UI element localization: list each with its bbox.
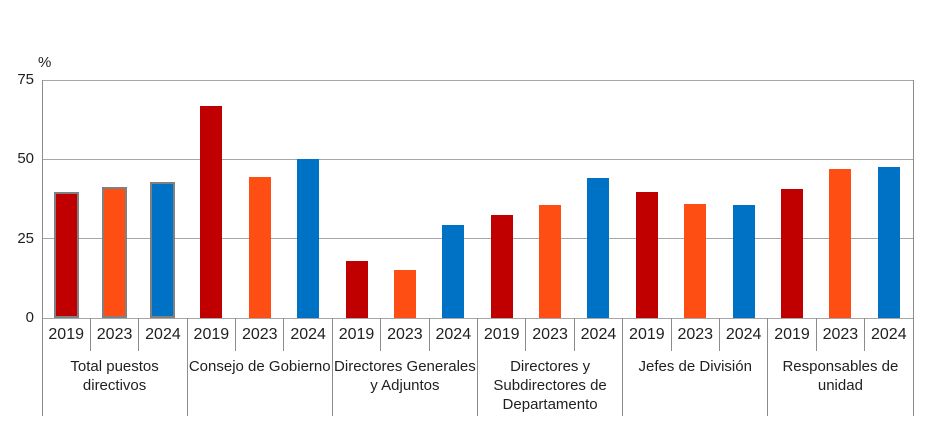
year-separator xyxy=(428,318,430,351)
bar-2023 xyxy=(684,204,707,318)
bar-2023 xyxy=(829,168,852,318)
year-separator xyxy=(864,318,866,351)
year-label: 2023 xyxy=(387,326,423,343)
y-tick-label: 0 xyxy=(25,309,34,326)
group-separator xyxy=(186,318,188,416)
year-separator xyxy=(283,318,285,351)
year-label: 2019 xyxy=(483,326,520,343)
group-label: Responsables de unidad xyxy=(768,357,913,395)
group-label: Total puestos directivos xyxy=(42,357,187,395)
bar-2023 xyxy=(539,205,562,318)
bar-2023 xyxy=(102,186,128,318)
group-label-line: y Adjuntos xyxy=(370,377,440,394)
group-label-line: directivos xyxy=(82,377,147,394)
year-separator xyxy=(525,318,527,351)
bar-2019 xyxy=(200,106,223,318)
bar-2024 xyxy=(442,225,465,318)
bar-2024 xyxy=(732,205,755,318)
group-separator xyxy=(622,318,624,416)
group-label-line: Subdirectores de xyxy=(493,377,607,394)
year-label: 2024 xyxy=(435,326,472,343)
year-label: 2024 xyxy=(580,326,617,343)
bar-2019 xyxy=(53,192,79,318)
year-label: 2019 xyxy=(774,326,810,343)
year-separator xyxy=(573,318,575,351)
y-tick-label: 25 xyxy=(17,229,34,247)
year-label: 2023 xyxy=(822,326,859,343)
group-separator xyxy=(331,318,333,416)
group-label-line: Departamento xyxy=(502,396,598,413)
group-separator xyxy=(767,318,769,416)
year-separator xyxy=(89,318,91,351)
year-label: 2024 xyxy=(725,326,762,343)
bar-2024 xyxy=(587,178,610,318)
group-label-line: Responsables de xyxy=(782,358,899,375)
year-separator xyxy=(380,318,382,351)
bar-2024 xyxy=(150,182,176,318)
bar-2023 xyxy=(393,270,416,318)
gridline xyxy=(42,79,913,81)
group-separator xyxy=(477,318,478,416)
bar-2024 xyxy=(297,159,320,318)
bar-2019 xyxy=(635,192,658,318)
year-label: 2023 xyxy=(677,326,714,343)
group-label-line: Consejo de Gobierno xyxy=(188,358,331,375)
y-axis-line xyxy=(41,80,43,416)
bar-2019 xyxy=(781,189,804,318)
plot-right-border xyxy=(912,80,914,416)
group-label: Jefes de División xyxy=(623,357,768,376)
group-label-line: Total puestos xyxy=(70,358,159,375)
year-separator xyxy=(815,318,817,351)
year-separator xyxy=(718,318,720,351)
year-label: 2023 xyxy=(532,326,568,343)
bar-2023 xyxy=(248,177,271,318)
year-label: 2024 xyxy=(290,326,326,343)
group-label-line: Directores Generales xyxy=(334,358,476,375)
group-label: Directores y Subdirectores de Departamento xyxy=(478,357,623,414)
year-separator xyxy=(138,318,140,351)
gridline xyxy=(42,238,913,240)
year-label: 2019 xyxy=(338,326,375,343)
y-axis-unit-label: % xyxy=(38,54,52,71)
group-label-line: Directores y xyxy=(510,358,591,375)
bar-2019 xyxy=(490,214,513,318)
year-label: 2019 xyxy=(629,326,665,343)
year-separator xyxy=(670,318,672,351)
year-label: 2024 xyxy=(871,326,907,343)
group-label: Directores Generales y Adjuntos xyxy=(332,357,477,395)
group-label-line: unidad xyxy=(817,377,863,394)
group-label-line: Jefes de División xyxy=(638,358,752,375)
bar-2019 xyxy=(345,260,368,318)
y-tick-label: 50 xyxy=(17,150,34,168)
year-label: 2019 xyxy=(48,326,84,343)
group-label: Consejo de Gobierno xyxy=(187,357,332,376)
year-label: 2023 xyxy=(241,326,278,343)
year-separator xyxy=(235,318,237,351)
gridline xyxy=(42,158,913,160)
bar-2024 xyxy=(877,166,900,318)
year-label: 2024 xyxy=(145,326,181,343)
year-label: 2023 xyxy=(96,326,133,343)
y-tick-label: 75 xyxy=(17,71,34,88)
year-label: 2019 xyxy=(193,326,230,343)
